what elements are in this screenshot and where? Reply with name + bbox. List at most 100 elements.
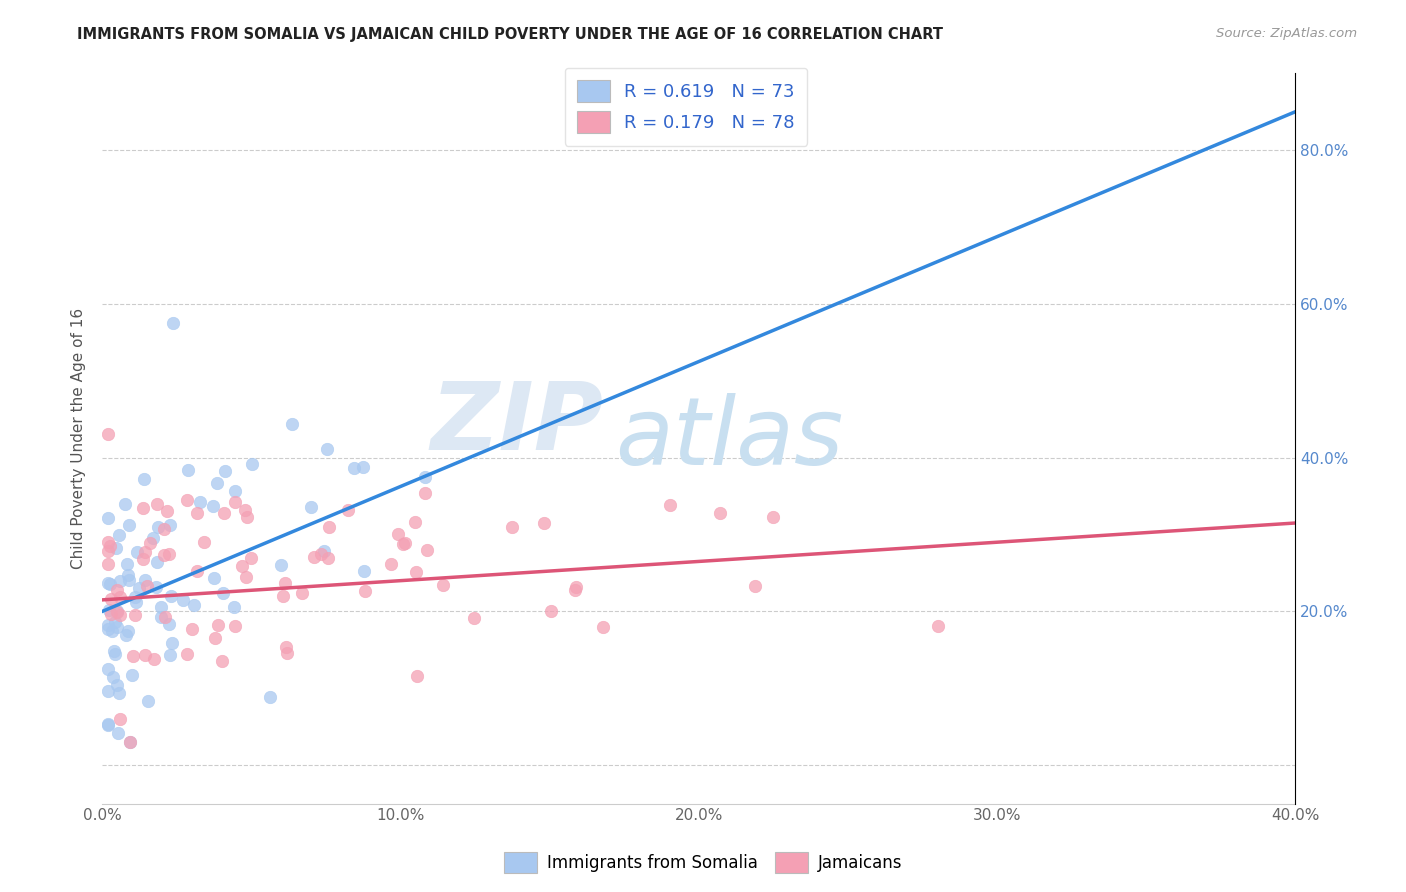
Point: [592, 619, 614, 633]
Point: [157, 617, 180, 632]
Point: [353, 564, 375, 578]
Point: [259, 690, 281, 704]
Point: [118, 518, 141, 533]
Point: [564, 583, 586, 598]
Point: [155, 610, 177, 624]
Point: [101, 624, 124, 639]
Legend: Immigrants from Somalia, Jamaicans: Immigrants from Somalia, Jamaicans: [496, 846, 910, 880]
Point: [183, 598, 205, 612]
Point: [136, 694, 159, 708]
Point: [380, 558, 402, 572]
Point: [159, 648, 181, 663]
Point: [413, 486, 436, 500]
Point: [316, 550, 339, 565]
Point: [274, 640, 297, 655]
Y-axis label: Child Poverty Under the Age of 16: Child Poverty Under the Age of 16: [72, 308, 86, 569]
Point: [103, 671, 125, 685]
Point: [98, 577, 121, 591]
Point: [97, 535, 120, 549]
Point: [312, 544, 335, 558]
Point: [156, 504, 179, 518]
Point: [415, 469, 437, 483]
Point: [224, 495, 246, 509]
Point: [222, 599, 245, 614]
Point: [149, 599, 172, 614]
Point: [352, 460, 374, 475]
Point: [564, 580, 586, 594]
Point: [270, 558, 292, 572]
Point: [104, 647, 127, 661]
Point: [533, 516, 555, 530]
Point: [211, 654, 233, 668]
Point: [212, 507, 235, 521]
Point: [406, 669, 429, 683]
Point: [190, 494, 212, 508]
Point: [463, 611, 485, 625]
Point: [97, 684, 120, 698]
Point: [122, 649, 145, 664]
Point: [97, 426, 120, 441]
Point: [405, 565, 427, 579]
Point: [108, 607, 131, 622]
Point: [150, 610, 173, 624]
Point: [134, 472, 156, 486]
Point: [153, 522, 176, 536]
Point: [186, 565, 208, 579]
Point: [177, 463, 200, 477]
Text: atlas: atlas: [616, 392, 844, 484]
Point: [121, 668, 143, 682]
Point: [205, 476, 228, 491]
Point: [744, 579, 766, 593]
Point: [181, 623, 204, 637]
Point: [299, 500, 322, 515]
Point: [224, 484, 246, 499]
Point: [105, 605, 128, 619]
Point: [309, 547, 332, 561]
Point: [120, 735, 142, 749]
Point: [214, 464, 236, 478]
Point: [105, 582, 128, 597]
Point: [98, 603, 121, 617]
Point: [201, 499, 224, 513]
Point: [354, 583, 377, 598]
Point: [108, 528, 131, 542]
Point: [97, 718, 120, 732]
Point: [709, 506, 731, 520]
Point: [100, 607, 122, 621]
Point: [146, 555, 169, 569]
Point: [139, 535, 162, 549]
Point: [160, 636, 183, 650]
Point: [128, 581, 150, 595]
Point: [97, 575, 120, 590]
Point: [153, 548, 176, 562]
Point: [276, 646, 298, 660]
Point: [281, 417, 304, 431]
Point: [159, 590, 181, 604]
Point: [159, 517, 181, 532]
Point: [274, 575, 297, 590]
Point: [97, 661, 120, 675]
Point: [97, 557, 120, 571]
Point: [394, 535, 416, 549]
Point: [204, 631, 226, 645]
Point: [233, 502, 256, 516]
Point: [108, 712, 131, 726]
Point: [315, 442, 337, 457]
Point: [103, 644, 125, 658]
Point: [108, 574, 131, 589]
Point: [540, 604, 562, 618]
Point: [114, 497, 136, 511]
Point: [337, 502, 360, 516]
Point: [105, 541, 128, 556]
Point: [136, 579, 159, 593]
Point: [107, 686, 129, 700]
Point: [97, 618, 120, 632]
Legend: R = 0.619   N = 73, R = 0.179   N = 78: R = 0.619 N = 73, R = 0.179 N = 78: [565, 68, 807, 146]
Point: [97, 622, 120, 636]
Point: [391, 536, 413, 550]
Point: [105, 604, 128, 618]
Point: [235, 570, 257, 584]
Point: [273, 589, 295, 603]
Point: [176, 492, 198, 507]
Point: [240, 550, 263, 565]
